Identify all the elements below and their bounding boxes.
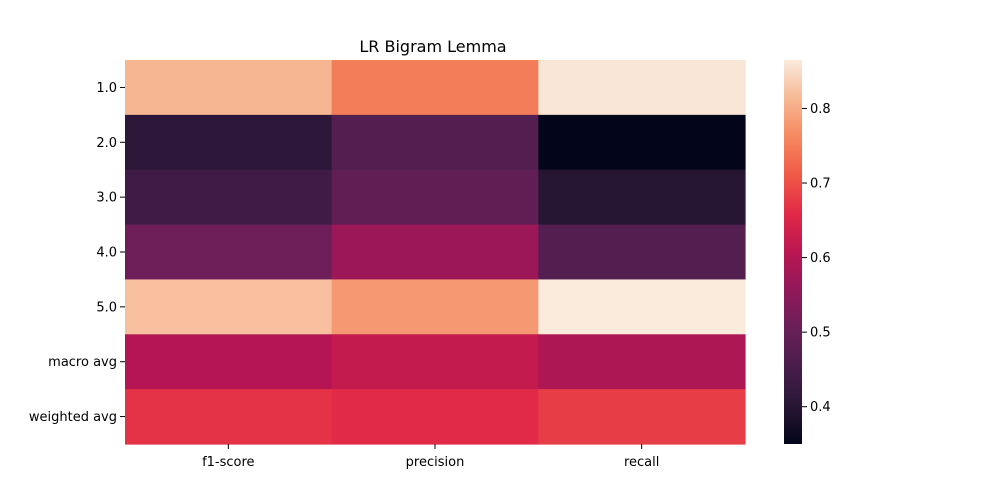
colorbar-tick-label: 0.6: [810, 251, 831, 266]
heatmap-cell-r4-c1: [331, 279, 539, 335]
heatmap-cell-r6-c0: [125, 389, 333, 445]
y-tick-label: 4.0: [96, 246, 117, 261]
x-axis: f1-score precision recall: [202, 444, 659, 470]
colorbar-tick-label: 0.4: [810, 400, 831, 415]
heatmap-cell-r0-c1: [331, 60, 539, 116]
heatmap-cell-r6-c1: [331, 389, 539, 445]
heatmap-cell-r3-c2: [538, 224, 746, 281]
heatmap-cell-r2-c2: [538, 169, 746, 226]
colorbar: [784, 60, 802, 444]
x-tick-label: recall: [624, 455, 659, 470]
heatmap-cell-r6-c2: [538, 389, 746, 445]
y-tick-label: 2.0: [96, 136, 117, 151]
colorbar-axis: 0.4 0.5 0.6 0.7 0.8: [802, 102, 831, 415]
heatmap-cell-r3-c0: [125, 224, 333, 281]
colorbar-gradient: [784, 60, 802, 444]
heatmap-cell-r5-c1: [331, 334, 539, 390]
heatmap-cell-r1-c2: [538, 114, 746, 171]
heatmap-cells: [125, 60, 746, 445]
y-tick-label: macro avg: [48, 355, 117, 370]
heatmap-cell-r0-c2: [538, 60, 746, 116]
chart-title: LR Bigram Lemma: [359, 37, 506, 56]
y-tick-label: 5.0: [96, 300, 117, 315]
heatmap-cell-r4-c2: [538, 279, 746, 335]
heatmap-cell-r2-c1: [331, 169, 539, 226]
colorbar-tick-label: 0.7: [810, 177, 831, 192]
x-tick-label: precision: [406, 455, 465, 470]
y-tick-label: weighted avg: [29, 410, 117, 425]
heatmap-cell-r3-c1: [331, 224, 539, 281]
x-tick-label: f1-score: [202, 455, 254, 470]
y-tick-label: 1.0: [96, 81, 117, 96]
y-axis: 1.0 2.0 3.0 4.0 5.0 macro avg weighted avg: [29, 81, 125, 425]
colorbar-tick-label: 0.8: [810, 102, 831, 117]
heatmap-cell-r1-c0: [125, 114, 333, 171]
heatmap-cell-r5-c0: [125, 334, 333, 390]
heatmap-cell-r1-c1: [331, 114, 539, 171]
colorbar-tick-label: 0.5: [810, 326, 831, 341]
heatmap-cell-r5-c2: [538, 334, 746, 390]
heatmap-cell-r2-c0: [125, 169, 333, 226]
y-tick-label: 3.0: [96, 191, 117, 206]
heatmap-cell-r0-c0: [125, 60, 333, 116]
heatmap-cell-r4-c0: [125, 279, 333, 335]
